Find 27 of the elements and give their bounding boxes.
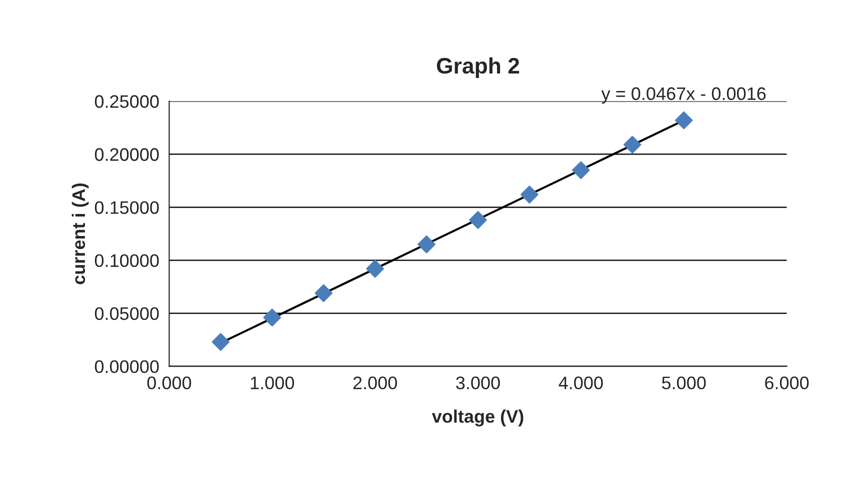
point [623,136,642,154]
point [314,284,333,302]
x-tick-label: 6.000 [765,376,809,390]
x-tick-label: 4.000 [558,376,603,390]
point [520,186,538,204]
point [572,161,590,180]
x-axis-title: voltage (V) [432,410,524,426]
point [418,235,436,254]
x-tick-label: 2.000 [353,376,397,390]
x-tick-label: 0.000 [147,376,192,390]
y-tick-label: 0.10000 [94,254,159,267]
y-axis-title: current i (A) [72,184,89,284]
point [212,333,230,351]
y-tick-label: 0.25000 [94,95,159,108]
chart-title: Graph 2 [436,57,520,78]
point [366,260,384,278]
point [469,211,487,229]
y-tick-label: 0.15000 [94,201,159,214]
x-tick-label: 1.000 [250,376,294,390]
y-tick-label: 0.20000 [94,148,159,161]
y-tick-label: 0.00000 [94,360,159,374]
point [263,308,282,326]
annotation: y = 0.0467x - 0.0016 [601,87,766,104]
x-tick-label: 3.000 [456,376,500,390]
point [674,111,693,130]
y-tick-label: 0.05000 [94,307,159,320]
x-tick-label: 5.000 [662,376,706,390]
